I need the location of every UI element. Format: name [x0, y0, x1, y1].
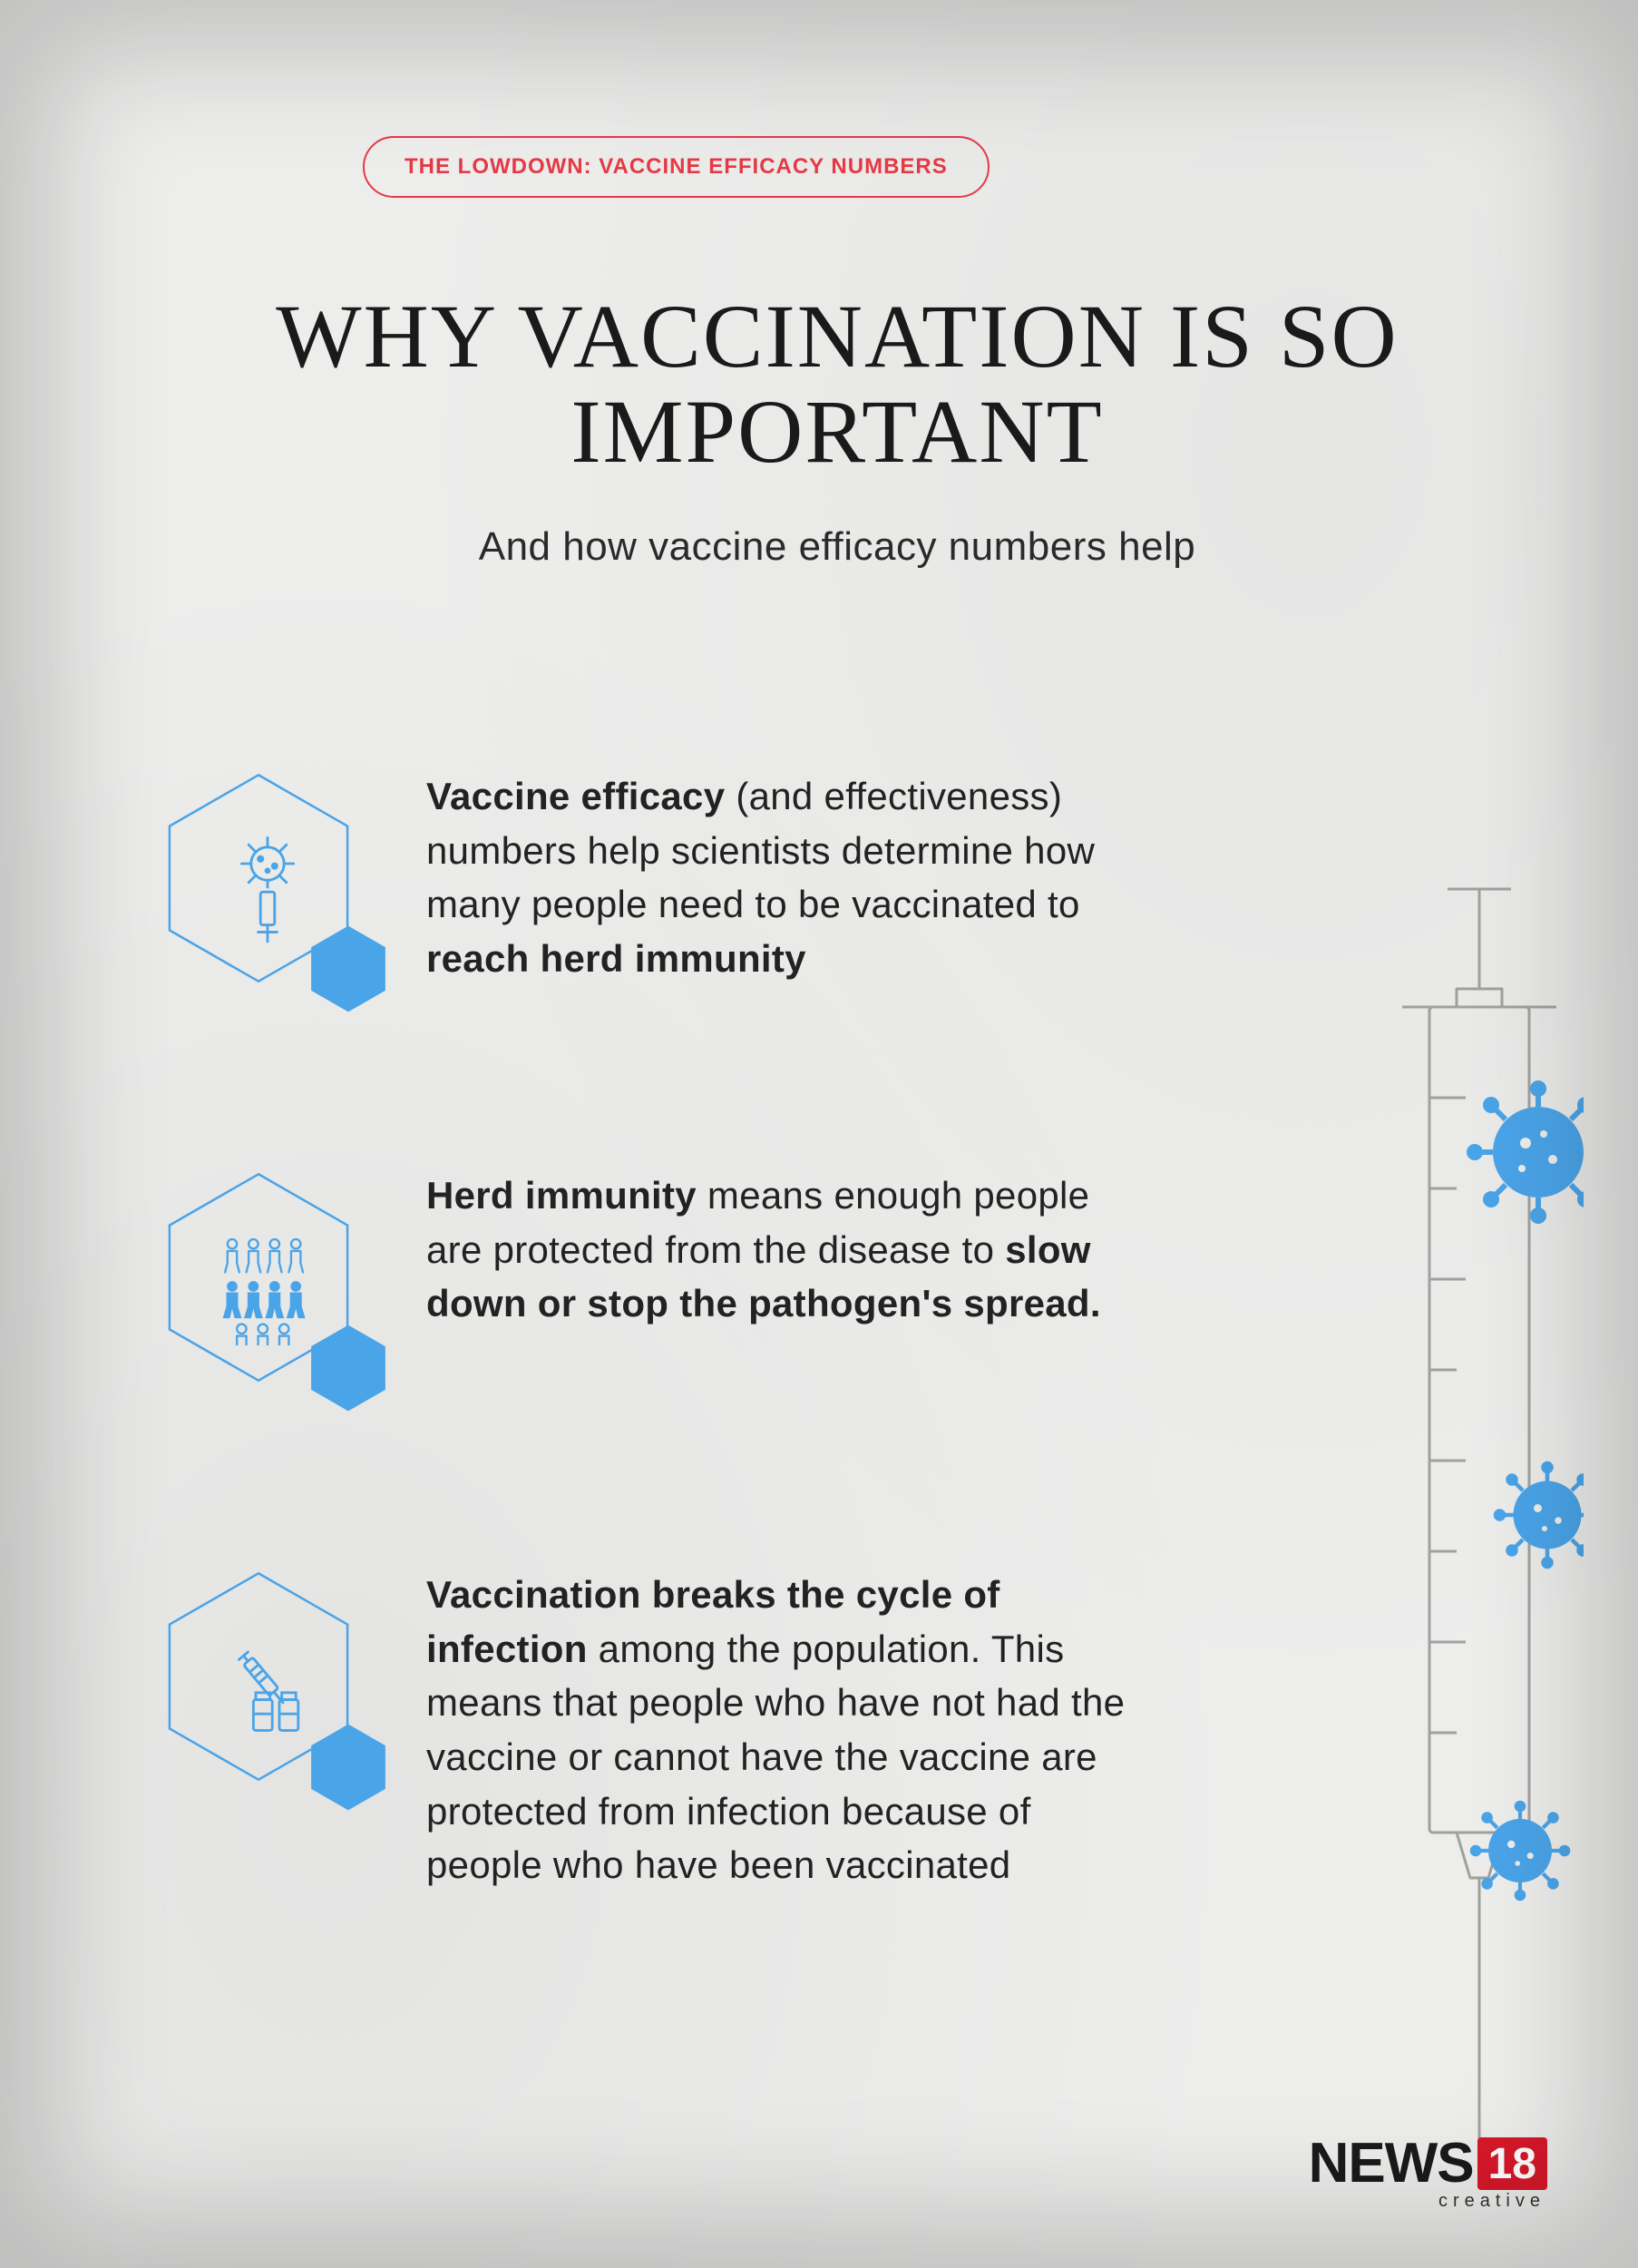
category-badge: THE LOWDOWN: VACCINE EFFICACY NUMBERS: [363, 136, 990, 198]
info-item: Vaccine efficacy (and effectiveness) num…: [163, 769, 1179, 1005]
bold-lead: Herd immunity: [426, 1174, 697, 1217]
item-text: Vaccine efficacy (and effectiveness) num…: [426, 769, 1152, 986]
logo-brand: NEWS: [1309, 2131, 1474, 2195]
bold-tail: reach herd immunity: [426, 937, 806, 980]
info-items: Vaccine efficacy (and effectiveness) num…: [163, 769, 1179, 1892]
item-text: Herd immunity means enough people are pr…: [426, 1168, 1152, 1331]
info-item: Herd immunity means enough people are pr…: [163, 1168, 1179, 1404]
hex-icon-wrap: [163, 1168, 372, 1404]
hexagon-small-fill: [308, 924, 388, 1014]
bold-lead: Vaccine efficacy: [426, 775, 725, 817]
subtitle: And how vaccine efficacy numbers help: [163, 524, 1511, 570]
hexagon-small-fill: [308, 1323, 388, 1413]
hexagon-small-fill: [308, 1722, 388, 1813]
logo-tag: creative: [1438, 2191, 1545, 2212]
main-title: WHY VACCINATION IS SO IMPORTANT: [248, 288, 1427, 479]
hex-icon-wrap: [163, 769, 372, 1005]
item-text: Vaccination breaks the cycle of infectio…: [426, 1568, 1152, 1892]
syringe-illustration: [1275, 880, 1584, 2195]
infographic-page: THE LOWDOWN: VACCINE EFFICACY NUMBERS WH…: [0, 0, 1638, 2268]
hex-icon-wrap: [163, 1568, 372, 1804]
info-item: Vaccination breaks the cycle of infectio…: [163, 1568, 1179, 1892]
logo-number: 18: [1477, 2137, 1547, 2190]
news18-logo: NEWS 18 creative: [1309, 2131, 1547, 2195]
